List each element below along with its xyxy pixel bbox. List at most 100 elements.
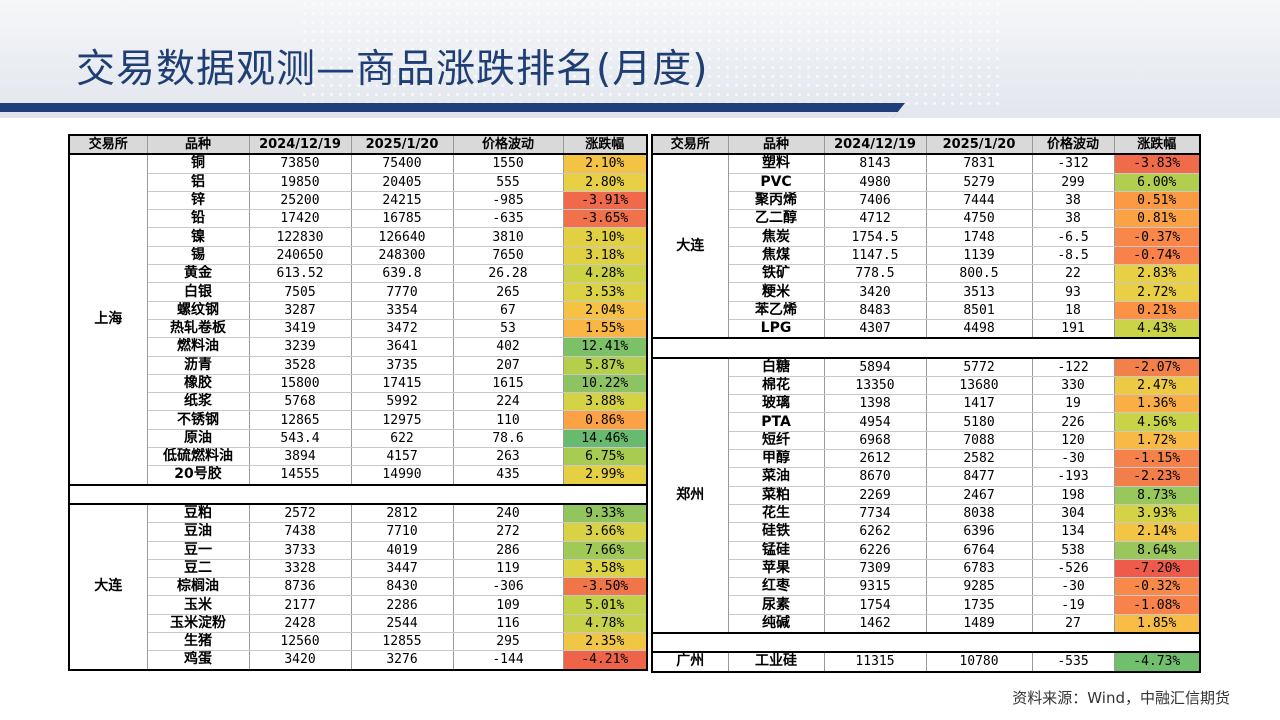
pct-change: 12.41%	[563, 337, 648, 357]
price-2024-12-19: 13350	[824, 376, 927, 396]
price-change: -6.5	[1032, 227, 1115, 247]
price-2025-01-20: 1489	[926, 614, 1033, 634]
price-2024-12-19: 1147.5	[824, 246, 927, 266]
price-change: 295	[453, 632, 564, 652]
price-change: -306	[453, 577, 564, 597]
price-2024-12-19: 2572	[249, 503, 352, 524]
price-2025-01-20: 1748	[926, 227, 1033, 247]
price-2024-12-19: 5768	[249, 392, 352, 412]
price-change: 330	[1032, 376, 1115, 396]
commodity-name: 聚丙烯	[728, 191, 825, 211]
table-row: 白银 7505 7770 265 3.53%	[69, 282, 648, 302]
price-2025-01-20: 9285	[926, 577, 1033, 597]
commodity-name: 苯乙烯	[728, 301, 825, 320]
commodity-name: 黄金	[147, 264, 250, 284]
pct-change: 2.72%	[1114, 282, 1201, 302]
column-header: 2024/12/19	[249, 135, 352, 156]
price-2025-01-20: 7770	[351, 282, 454, 302]
price-2024-12-19: 12560	[249, 632, 352, 652]
commodity-name: 豆粕	[147, 503, 250, 524]
price-2025-01-20: 248300	[351, 246, 454, 266]
price-2024-12-19: 2612	[824, 449, 927, 469]
price-change: 53	[453, 319, 564, 339]
table-row: 菜油 8670 8477 -193 -2.23%	[652, 467, 1201, 487]
pct-change: 2.10%	[563, 154, 648, 174]
price-2025-01-20: 2582	[926, 449, 1033, 469]
pct-change: 8.73%	[1114, 486, 1201, 505]
price-change: 93	[1032, 282, 1115, 302]
commodity-name: 锌	[147, 191, 250, 211]
commodity-name: 纯碱	[728, 614, 825, 634]
commodity-name: 铁矿	[728, 264, 825, 284]
source-note: 资料来源：Wind，中融汇信期货	[1012, 689, 1230, 707]
commodity-name: 纸浆	[147, 392, 250, 412]
commodity-name: 粳米	[728, 282, 825, 302]
pct-change: -2.07%	[1114, 357, 1201, 377]
table-row: 玻璃 1398 1417 19 1.36%	[652, 394, 1201, 414]
price-change: 3810	[453, 227, 564, 247]
table-row: 镍 122830 126640 3810 3.10%	[69, 227, 648, 247]
table-row: 锰硅 6226 6764 538 8.64%	[652, 541, 1201, 560]
table-row: 锡 240650 248300 7650 3.18%	[69, 246, 648, 266]
pct-change: 2.14%	[1114, 522, 1201, 542]
pct-change: 4.43%	[1114, 319, 1201, 339]
pct-change: 0.51%	[1114, 191, 1201, 211]
price-2024-12-19: 7505	[249, 282, 352, 302]
pct-change: -3.91%	[563, 191, 648, 211]
price-2025-01-20: 8477	[926, 467, 1033, 487]
price-change: 18	[1032, 301, 1115, 320]
column-header: 涨跌幅	[563, 135, 648, 156]
price-2024-12-19: 5894	[824, 357, 927, 377]
pct-change: 5.87%	[563, 356, 648, 375]
table-row: 生猪 12560 12855 295 2.35%	[69, 632, 648, 652]
price-2024-12-19: 2269	[824, 486, 927, 505]
price-2025-01-20: 7831	[926, 154, 1033, 174]
price-2024-12-19: 240650	[249, 246, 352, 266]
commodity-name: 乙二醇	[728, 209, 825, 229]
commodity-name: 玉米淀粉	[147, 614, 250, 634]
price-2025-01-20: 5279	[926, 173, 1033, 192]
column-header: 品种	[728, 135, 825, 156]
price-change: 27	[1032, 614, 1115, 634]
price-2024-12-19: 6226	[824, 541, 927, 560]
table-row: PTA 4954 5180 226 4.56%	[652, 412, 1201, 432]
header-band	[0, 0, 1280, 118]
price-change: 226	[1032, 412, 1115, 432]
pct-change: 6.75%	[563, 447, 648, 467]
commodity-name: 铝	[147, 173, 250, 192]
pct-change: -4.21%	[563, 650, 648, 671]
price-2025-01-20: 3354	[351, 301, 454, 320]
commodity-name: 焦煤	[728, 246, 825, 266]
price-2024-12-19: 8143	[824, 154, 927, 174]
price-change: 19	[1032, 394, 1115, 414]
pct-change: -7.20%	[1114, 559, 1201, 579]
commodity-name: 生猪	[147, 632, 250, 652]
price-2024-12-19: 14555	[249, 465, 352, 486]
price-change: 120	[1032, 431, 1115, 451]
table-row: PVC 4980 5279 299 6.00%	[652, 173, 1201, 192]
price-change: -30	[1032, 577, 1115, 597]
group-separator	[652, 337, 1201, 359]
price-2025-01-20: 126640	[351, 227, 454, 247]
price-2024-12-19: 3733	[249, 541, 352, 560]
price-2025-01-20: 17415	[351, 374, 454, 394]
pct-change: -3.65%	[563, 209, 648, 229]
price-change: 7650	[453, 246, 564, 266]
commodity-name: PVC	[728, 173, 825, 192]
table-row: 不锈钢 12865 12975 110 0.86%	[69, 410, 648, 430]
table-row: 苹果 7309 6783 -526 -7.20%	[652, 559, 1201, 579]
commodity-name: 燃料油	[147, 337, 250, 357]
price-2025-01-20: 8501	[926, 301, 1033, 320]
price-2025-01-20: 1735	[926, 595, 1033, 615]
pct-change: -3.83%	[1114, 154, 1201, 174]
exchange-cell: 上海	[69, 154, 148, 486]
price-2025-01-20: 12855	[351, 632, 454, 652]
price-2024-12-19: 2428	[249, 614, 352, 634]
table-row: 玉米 2177 2286 109 5.01%	[69, 595, 648, 615]
table-row: 豆一 3733 4019 286 7.66%	[69, 541, 648, 560]
table-row: 豆二 3328 3447 119 3.58%	[69, 559, 648, 579]
price-2025-01-20: 16785	[351, 209, 454, 229]
commodity-name: 短纤	[728, 431, 825, 451]
price-change: 304	[1032, 504, 1115, 524]
price-2024-12-19: 19850	[249, 173, 352, 192]
